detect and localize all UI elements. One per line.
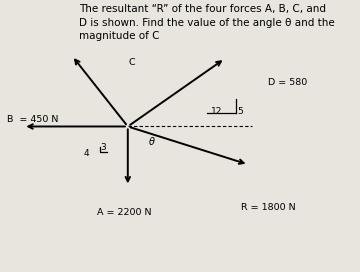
Text: $\theta$: $\theta$	[148, 135, 156, 147]
Text: 12: 12	[211, 107, 222, 116]
Text: R = 1800 N: R = 1800 N	[241, 203, 296, 212]
Text: magnitude of C: magnitude of C	[79, 31, 160, 41]
Text: 4: 4	[84, 149, 89, 158]
Text: D is shown. Find the value of the angle θ and the: D is shown. Find the value of the angle …	[79, 18, 335, 28]
Text: The resultant “R” of the four forces A, B, C, and: The resultant “R” of the four forces A, …	[79, 4, 326, 14]
Text: B  = 450 N: B = 450 N	[7, 115, 59, 124]
Text: D = 580: D = 580	[268, 78, 307, 86]
Text: 5: 5	[237, 107, 243, 116]
Text: C: C	[128, 58, 135, 67]
Text: 3: 3	[100, 143, 106, 152]
Text: A = 2200 N: A = 2200 N	[97, 208, 152, 217]
